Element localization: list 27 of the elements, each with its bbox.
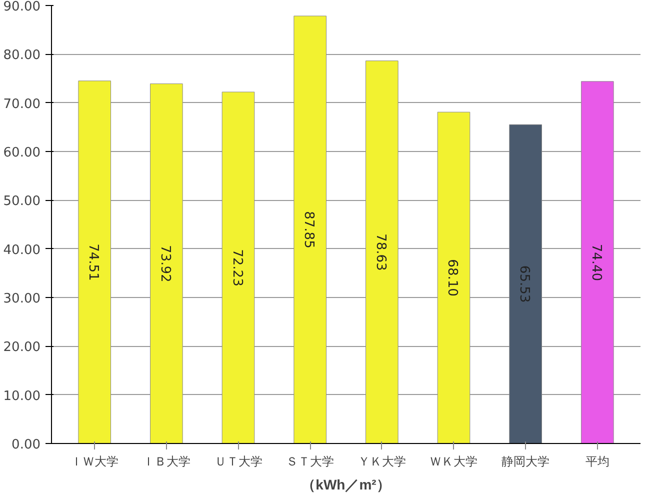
y-tick-label: 20.00 [3,340,40,356]
x-tick-label: ＹＫ大学 [358,454,406,468]
x-tick-label: ＩＢ大学 [142,454,190,468]
y-tick-label: 40.00 [3,242,40,258]
x-tick-label: ＵＴ大学 [214,454,262,468]
x-tick-label: 静岡大学 [502,454,550,468]
y-tick-label: 50.00 [3,194,40,210]
y-tick-label: 30.00 [3,292,40,306]
x-tick-label: 平均 [585,454,610,468]
y-tick-label: 0.00 [12,438,41,452]
data-label: 68.10 [444,259,460,296]
data-label: 74.51 [86,244,101,281]
y-tick-label: 90.00 [3,0,40,14]
data-label: 78.63 [372,234,388,271]
data-label: 73.92 [157,245,172,282]
x-tick-label: ＩＷ大学 [70,454,119,468]
x-axis-title: （kWh／m²） [302,476,390,492]
data-label: 72.23 [229,249,244,286]
y-tick-label: 60.00 [3,146,40,160]
x-tick-label: ＳＴ大学 [286,454,334,468]
y-tick-label: 10.00 [3,388,40,404]
data-label: 87.85 [301,211,316,248]
data-label: 74.40 [588,244,604,282]
y-tick-label: 70.00 [3,96,40,112]
data-label: 65.53 [516,265,532,303]
y-tick-label: 80.00 [3,48,40,64]
x-tick-label: ＷＫ大学 [430,454,478,468]
